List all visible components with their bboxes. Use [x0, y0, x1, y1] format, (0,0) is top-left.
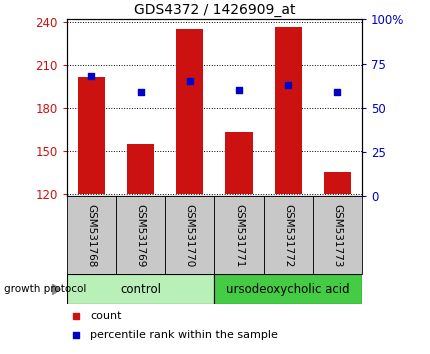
Bar — [176, 29, 203, 194]
Polygon shape — [52, 284, 60, 295]
Point — [137, 89, 144, 95]
Bar — [323, 172, 350, 194]
Bar — [225, 132, 252, 194]
Point — [284, 82, 291, 88]
Point — [235, 87, 242, 93]
Text: GSM531771: GSM531771 — [233, 204, 243, 267]
Text: GSM531773: GSM531773 — [332, 204, 342, 267]
Bar — [78, 76, 104, 194]
FancyBboxPatch shape — [67, 274, 214, 304]
FancyBboxPatch shape — [214, 274, 361, 304]
Point — [333, 89, 340, 95]
Point — [291, 45, 298, 51]
FancyBboxPatch shape — [116, 196, 165, 274]
Point — [186, 79, 193, 84]
Text: GSM531768: GSM531768 — [86, 204, 96, 267]
FancyBboxPatch shape — [67, 196, 116, 274]
Point — [88, 73, 95, 79]
Text: percentile rank within the sample: percentile rank within the sample — [90, 330, 278, 340]
Text: count: count — [90, 311, 122, 321]
FancyBboxPatch shape — [263, 196, 312, 274]
Bar — [274, 27, 301, 194]
Title: GDS4372 / 1426909_at: GDS4372 / 1426909_at — [133, 3, 295, 17]
FancyBboxPatch shape — [312, 196, 361, 274]
Text: growth protocol: growth protocol — [4, 284, 86, 295]
FancyBboxPatch shape — [165, 196, 214, 274]
Bar — [127, 144, 154, 194]
Text: GSM531769: GSM531769 — [135, 204, 145, 267]
Point — [291, 215, 298, 221]
Text: GSM531772: GSM531772 — [283, 204, 292, 267]
FancyBboxPatch shape — [214, 196, 263, 274]
Text: GSM531770: GSM531770 — [184, 204, 194, 267]
Text: ursodeoxycholic acid: ursodeoxycholic acid — [226, 283, 349, 296]
Text: control: control — [120, 283, 161, 296]
